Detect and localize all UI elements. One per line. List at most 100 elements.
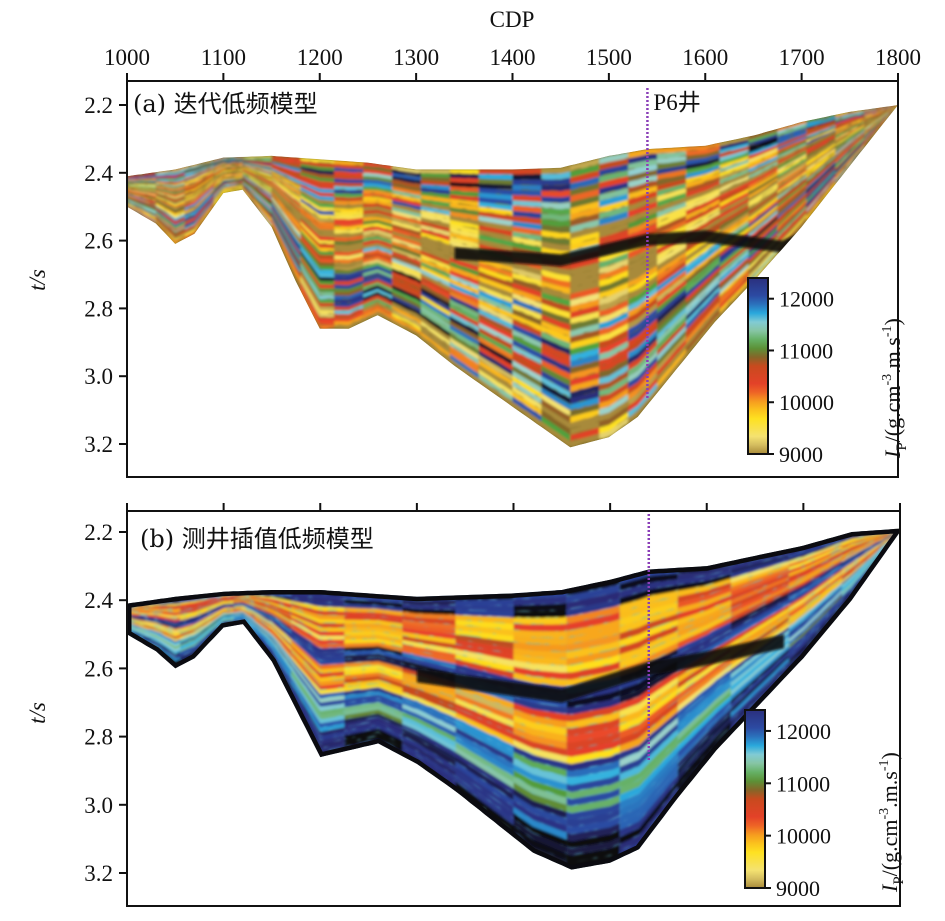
impedance-cell [599, 358, 629, 379]
impedance-cell [513, 642, 567, 653]
impedance-cell [402, 651, 456, 668]
impedance-cell [363, 172, 392, 180]
impedance-cell [619, 711, 678, 761]
impedance-cell [570, 433, 600, 447]
impedance-cell [513, 630, 567, 639]
impedance-cell [842, 530, 900, 602]
impedance-cell [478, 276, 513, 295]
impedance-cell [155, 192, 185, 200]
impedance-cell [541, 264, 571, 276]
impedance-cell [478, 350, 513, 376]
impedance-cell [541, 376, 571, 399]
impedance-cell [599, 170, 629, 184]
impedance-cell [719, 159, 749, 173]
x-tick-label: 1200 [297, 45, 343, 70]
impedance-cell [748, 131, 778, 144]
y-tick-label: 3.2 [84, 861, 113, 886]
impedance-cell [127, 194, 156, 203]
impedance-cell [478, 373, 513, 401]
impedance-cell [392, 166, 421, 174]
impedance-cell [233, 595, 292, 608]
impedance-cell [242, 182, 272, 213]
impedance-cell [677, 574, 731, 592]
impedance-cell [748, 180, 778, 202]
impedance-cell [420, 272, 450, 291]
impedance-cell [864, 105, 898, 138]
impedance-cell [777, 186, 807, 214]
impedance-cell [184, 171, 214, 187]
x-tick-label: 1400 [490, 45, 536, 70]
impedance-cell [392, 176, 421, 185]
impedance-cell [420, 195, 450, 203]
impedance-cell [806, 148, 836, 171]
impedance-cell [835, 115, 865, 128]
impedance-cell [363, 193, 392, 200]
impedance-cell [291, 680, 345, 732]
impedance-cell [449, 186, 479, 193]
impedance-cell [512, 195, 542, 203]
impedance-cell [835, 146, 865, 183]
impedance-cell [420, 302, 450, 324]
impedance-cell [619, 590, 678, 613]
impedance-cell [719, 270, 749, 302]
impedance-cell [334, 196, 364, 202]
impedance-cell [363, 279, 392, 289]
impedance-cell [402, 603, 456, 611]
impedance-cell [155, 178, 185, 183]
impedance-cell [566, 619, 620, 638]
impedance-cell [677, 656, 731, 700]
impedance-cell [657, 160, 686, 171]
impedance-cell [363, 229, 392, 239]
impedance-cell [719, 139, 749, 151]
impedance-cell [541, 348, 571, 368]
impedance-cell [392, 172, 421, 181]
impedance-cell [719, 201, 749, 222]
impedance-cell [677, 695, 731, 752]
impedance-cell [719, 257, 749, 287]
impedance-cell [864, 105, 898, 142]
impedance-cell [541, 219, 571, 228]
impedance-cell [777, 155, 807, 175]
impedance-cell [677, 582, 731, 604]
impedance-cell [420, 254, 450, 271]
impedance-cell [748, 145, 778, 161]
impedance-cell [478, 206, 513, 216]
impedance-cell [864, 105, 898, 118]
impedance-cell [363, 183, 392, 190]
y-tick-label: 2.8 [84, 296, 113, 321]
impedance-cell [184, 191, 214, 218]
impedance-cell [402, 619, 456, 630]
impedance-cell [777, 129, 807, 142]
impedance-cell [657, 165, 686, 175]
impedance-cell [127, 201, 156, 217]
impedance-cell [748, 136, 778, 149]
impedance-cell [402, 704, 456, 733]
impedance-cell [392, 305, 421, 326]
impedance-cell [835, 120, 865, 136]
impedance-cell [402, 635, 456, 650]
impedance-cell [455, 639, 514, 656]
impedance-cell [420, 187, 450, 195]
impedance-cell [127, 628, 181, 656]
impedance-cell [541, 382, 571, 405]
impedance-cell [184, 179, 214, 199]
impedance-cell [788, 596, 842, 653]
impedance-cell [180, 621, 234, 660]
impedance-cell [291, 609, 345, 625]
impedance-cell [184, 182, 214, 203]
impedance-cell [155, 171, 185, 178]
impedance-cell [392, 186, 421, 196]
impedance-cell [363, 311, 392, 323]
impedance-cell [455, 717, 514, 752]
impedance-cell [719, 182, 749, 199]
impedance-cell [478, 369, 513, 397]
impedance-cell [835, 122, 865, 141]
impedance-cell [628, 334, 658, 366]
impedance-cell [806, 167, 836, 200]
impedance-cell [686, 142, 720, 152]
impedance-cell [478, 336, 513, 360]
impedance-cell [344, 732, 403, 749]
impedance-cell [300, 172, 335, 183]
impedance-cell [730, 661, 789, 723]
impedance-cell [806, 119, 836, 130]
